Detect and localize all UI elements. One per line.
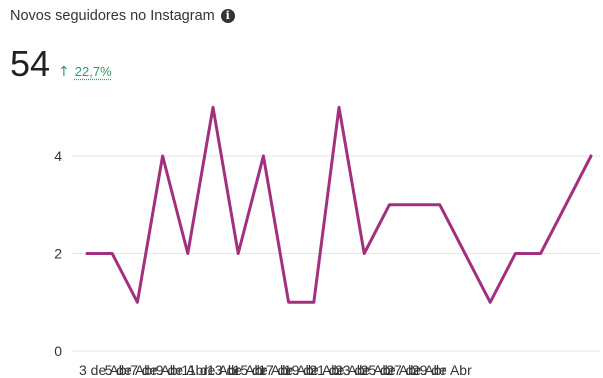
x-tick-label: 21 de Abr bbox=[309, 362, 369, 378]
series-line[interactable] bbox=[85, 105, 593, 304]
kpi-summary: 54 ↑ 22,7% bbox=[10, 46, 112, 82]
x-tick-label: 7 de Abr bbox=[130, 362, 182, 378]
x-tick-label: 23 de Abr bbox=[335, 362, 395, 378]
kpi-total-value: 54 bbox=[10, 43, 51, 84]
x-tick-label: 9 de Abr bbox=[156, 362, 208, 378]
y-tick-label: 4 bbox=[54, 148, 62, 164]
x-tick-label: 3 de Abr bbox=[79, 362, 131, 378]
x-tick-label: 15 de Abr bbox=[233, 362, 293, 378]
chart-title: Novos seguidores no Instagram bbox=[10, 8, 215, 24]
arrow-up-icon: ↑ bbox=[58, 64, 70, 80]
kpi-delta-value[interactable]: 22,7% bbox=[74, 64, 112, 79]
kpi-delta: ↑ 22,7% bbox=[58, 64, 112, 80]
x-tick-label: 17 de Abr bbox=[258, 362, 318, 378]
x-tick-label: 11 de Abr bbox=[181, 362, 240, 378]
y-tick-label: 2 bbox=[54, 246, 62, 262]
x-tick-label: 25 de Abr bbox=[361, 362, 421, 378]
chart-gridlines bbox=[72, 155, 600, 352]
x-tick-label: 29 de Abr bbox=[412, 362, 472, 378]
x-tick-label: 19 de Abr bbox=[284, 362, 344, 378]
x-tick-label: 27 de Abr bbox=[386, 362, 446, 378]
x-tick-label: 13 de Abr bbox=[207, 362, 267, 378]
y-tick-label: 0 bbox=[54, 343, 62, 359]
chart-header: Novos seguidores no Instagram i bbox=[10, 8, 235, 24]
info-circle-icon[interactable]: i bbox=[220, 9, 235, 23]
y-axis-ticks: 0 2 4 bbox=[54, 148, 62, 359]
x-tick-label: 5 de Abr bbox=[105, 362, 157, 378]
